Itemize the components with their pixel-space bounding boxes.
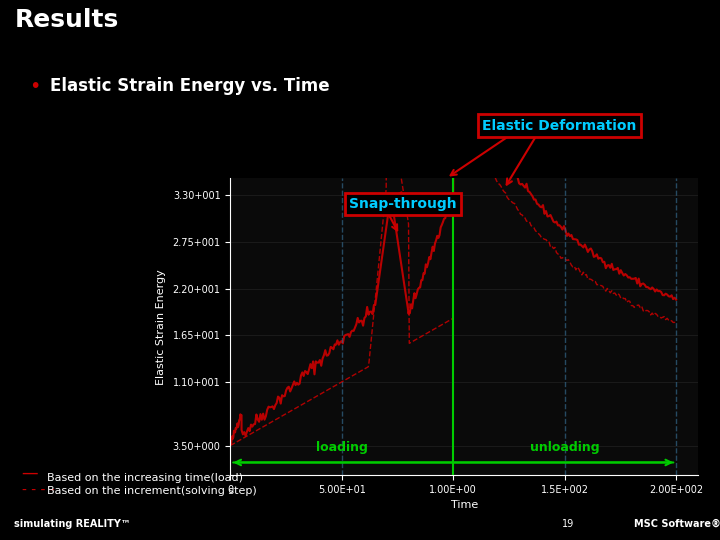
Text: Based on the increment(solving step): Based on the increment(solving step) bbox=[47, 486, 256, 496]
Text: 19: 19 bbox=[562, 519, 574, 529]
Text: Snap-through: Snap-through bbox=[349, 197, 456, 211]
Text: Based on the increasing time(load): Based on the increasing time(load) bbox=[47, 472, 243, 483]
Text: - - - -: - - - - bbox=[22, 483, 54, 497]
Y-axis label: Elastic Strain Energy: Elastic Strain Energy bbox=[156, 269, 166, 384]
Text: simulating REALITY™: simulating REALITY™ bbox=[14, 519, 131, 529]
Text: MSC Software®: MSC Software® bbox=[634, 519, 720, 529]
Text: loading: loading bbox=[316, 441, 368, 455]
Text: —: — bbox=[22, 464, 38, 482]
X-axis label: Time: Time bbox=[451, 501, 478, 510]
Text: •: • bbox=[29, 77, 40, 96]
Text: Elastic Deformation: Elastic Deformation bbox=[482, 119, 636, 133]
Text: unloading: unloading bbox=[530, 441, 600, 455]
Text: Elastic Strain Energy vs. Time: Elastic Strain Energy vs. Time bbox=[50, 77, 330, 96]
Text: Results: Results bbox=[14, 8, 119, 32]
